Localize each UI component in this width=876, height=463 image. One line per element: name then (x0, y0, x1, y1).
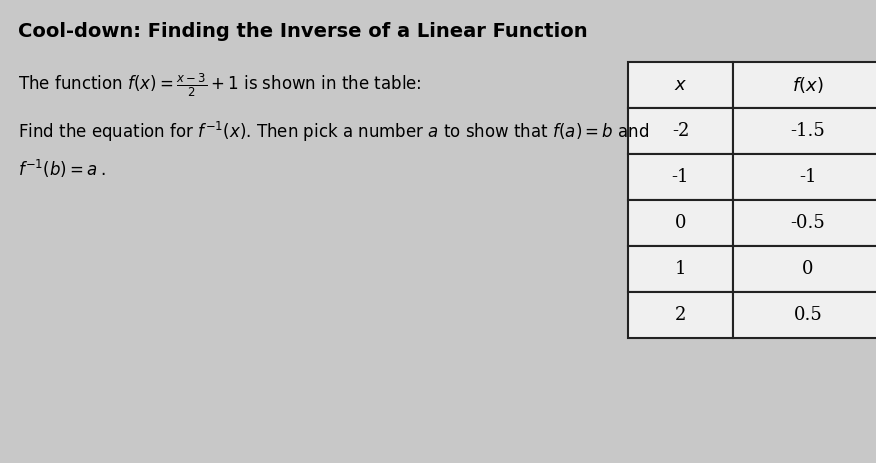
Bar (733, 108, 876, 154)
Text: -1.5: -1.5 (791, 122, 825, 140)
Bar (628, 200, 733, 246)
Bar (628, 292, 733, 338)
Text: Find the equation for $f^{-1}(x)$. Then pick a number $a$ to show that $f(a) = b: Find the equation for $f^{-1}(x)$. Then … (18, 120, 649, 144)
Text: 0: 0 (802, 260, 814, 278)
Text: 2: 2 (675, 306, 686, 324)
Text: $x$: $x$ (674, 76, 687, 94)
Bar (628, 62, 733, 108)
Text: Cool-down: Finding the Inverse of a Linear Function: Cool-down: Finding the Inverse of a Line… (18, 22, 588, 41)
Bar (628, 246, 733, 292)
Text: 0: 0 (675, 214, 686, 232)
Bar (628, 154, 733, 200)
Text: $f^{-1}(b) = a$ .: $f^{-1}(b) = a$ . (18, 158, 106, 180)
Bar (733, 246, 876, 292)
Text: $f(x)$: $f(x)$ (792, 75, 823, 95)
Bar (628, 108, 733, 154)
Text: 0.5: 0.5 (794, 306, 823, 324)
Text: -2: -2 (672, 122, 689, 140)
Text: The function $f(x)=\frac{x-3}{2}+1$ is shown in the table:: The function $f(x)=\frac{x-3}{2}+1$ is s… (18, 72, 421, 100)
Bar (733, 200, 876, 246)
Text: -1: -1 (799, 168, 816, 186)
Text: -0.5: -0.5 (791, 214, 825, 232)
Text: -1: -1 (672, 168, 689, 186)
Text: 1: 1 (675, 260, 686, 278)
Bar (733, 292, 876, 338)
Bar (733, 154, 876, 200)
Bar (733, 62, 876, 108)
